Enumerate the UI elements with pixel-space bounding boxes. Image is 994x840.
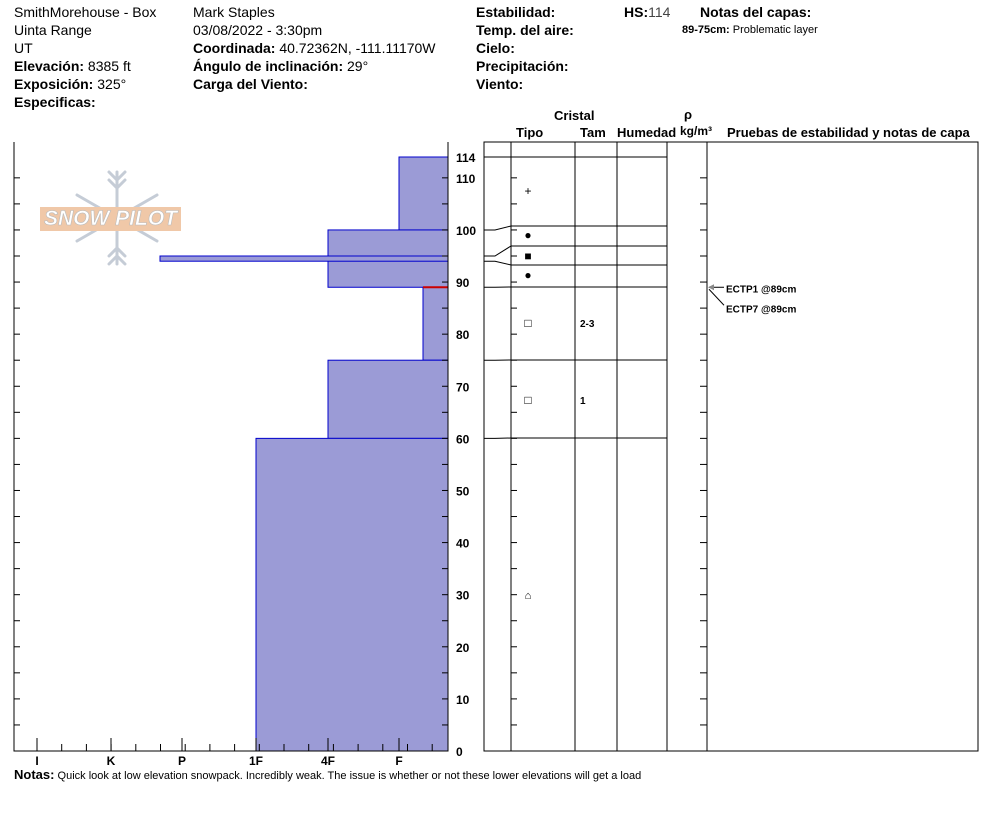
chart-frame <box>13 142 449 752</box>
air-temp-label: Temp. del aire: <box>476 22 574 38</box>
size-header: Tam <box>580 125 606 140</box>
grain-type-icon: ● <box>524 268 531 282</box>
depth-label: 60 <box>456 432 470 446</box>
layer-note-range: 89-75cm: <box>682 24 730 36</box>
depth-label: 70 <box>456 380 470 394</box>
hs-label: HS: <box>624 4 649 20</box>
layer-row-divider <box>484 225 667 231</box>
layer-note-text: Problematic layer <box>732 24 818 36</box>
hardness-layer-bar <box>398 156 449 231</box>
elevation-label: Elevación: <box>14 58 85 74</box>
layer-notes-label: Notas del capas: <box>700 4 812 20</box>
layer-row-divider <box>484 245 667 257</box>
hardness-label: K <box>107 754 116 768</box>
hardness-label: 1F <box>249 754 263 768</box>
range: Uinta Range <box>14 22 92 38</box>
state: UT <box>14 40 33 56</box>
hardness-label: P <box>178 754 186 768</box>
coordinates-label: Coordinada: <box>193 40 276 56</box>
aspect-label: Exposición: <box>14 76 94 92</box>
grain-type-icon: + <box>524 184 531 198</box>
hardness-label: F <box>395 754 402 768</box>
test-arrow <box>708 288 725 306</box>
grain-type-icon: ● <box>524 228 531 242</box>
depth-label: 114 <box>456 151 476 165</box>
hardness-layer-bar <box>255 437 449 752</box>
hs: HS:114 <box>624 4 670 20</box>
elevation-value: 8385 ft <box>87 58 131 74</box>
slope-angle: Ángulo de inclinación: 29° <box>193 58 368 74</box>
elevation: Elevación: 8385 ft <box>14 58 131 74</box>
depth-label: 20 <box>456 641 470 655</box>
grain-size: 1 <box>580 396 586 407</box>
hardness-layer-bar <box>422 286 449 361</box>
depth-label: 50 <box>456 484 470 498</box>
hardness-layer-bar <box>327 359 449 439</box>
notes: Notas: Quick look at low elevation snowp… <box>14 767 641 782</box>
hs-value: 114 <box>648 4 671 20</box>
observer: Mark Staples <box>193 4 275 20</box>
rho-header: ρ <box>684 107 693 122</box>
stability-label: Estabilidad: <box>476 4 556 20</box>
density-header: kg/m³ <box>680 124 713 138</box>
slope-angle-label: Ángulo de inclinación: <box>193 58 344 74</box>
hardness-layer-bar <box>159 255 449 262</box>
depth-label: 40 <box>456 537 470 551</box>
layer-note: 89-75cm: Problematic layer <box>682 24 818 36</box>
moisture-header: Humedad <box>617 125 677 140</box>
layer-table <box>483 141 979 752</box>
depth-label: 0 <box>456 745 463 759</box>
location: SmithMorehouse - Box <box>14 4 157 20</box>
grain-type-icon: □ <box>524 316 531 330</box>
notes-label: Notas: <box>14 767 55 782</box>
grain-type-icon: □ <box>524 393 531 407</box>
specifics-label: Especificas: <box>14 94 96 110</box>
depth-label: 100 <box>456 224 476 238</box>
grain-type-icon: ■ <box>524 249 531 263</box>
depth-label: 30 <box>456 589 470 603</box>
grain-type-icon: ⌂ <box>525 590 532 602</box>
stability-test-result: ECTP1 @89cm <box>726 284 796 295</box>
hardness-label: 4F <box>321 754 335 768</box>
grain-size: 2-3 <box>580 319 595 330</box>
coordinates-value: 40.72362N, -111.11170W <box>279 40 436 56</box>
crystal-header: Cristal <box>554 108 595 123</box>
stability-test-result: ECTP7 @89cm <box>726 304 796 315</box>
aspect-value: 325° <box>97 76 127 92</box>
coordinates: Coordinada: 40.72362N, -111.11170W <box>193 40 436 56</box>
tests-header: Pruebas de estabilidad y notas de capa <box>727 125 970 140</box>
hardness-label: I <box>35 754 38 768</box>
wind-label: Viento: <box>476 76 524 92</box>
type-header: Tipo <box>516 125 544 140</box>
datetime: 03/08/2022 - 3:30pm <box>193 22 323 38</box>
depth-label: 80 <box>456 328 470 342</box>
notes-text: Quick look at low elevation snowpack. In… <box>57 770 642 782</box>
depth-label: 90 <box>456 276 470 290</box>
depth-label: 110 <box>456 172 476 186</box>
wind-load-label: Carga del Viento: <box>193 76 308 92</box>
depth-label: 10 <box>456 693 470 707</box>
sky-label: Cielo: <box>476 40 515 56</box>
slope-angle-value: 29° <box>347 58 369 74</box>
arrow-head-icon <box>708 284 714 291</box>
aspect: Exposición: 325° <box>14 76 126 92</box>
layer-row-divider <box>484 260 667 266</box>
snowpilot-logo: SNOW PILOT <box>40 207 181 231</box>
precip-label: Precipitación: <box>476 58 569 74</box>
